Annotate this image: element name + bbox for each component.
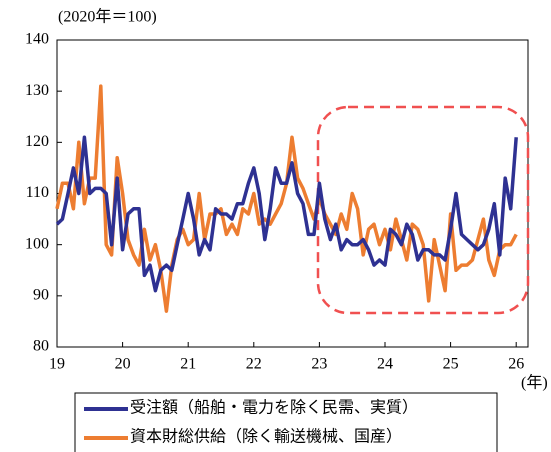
- x-tick-label: 20: [115, 356, 131, 373]
- x-tick-label: 26: [508, 356, 524, 373]
- y-tick-label: 120: [25, 133, 49, 150]
- y-tick-label: 90: [33, 287, 49, 304]
- unit-label: (2020年＝100): [58, 8, 157, 26]
- legend-label: 受注額（船舶・電力を除く民需、実質）: [130, 399, 418, 417]
- y-tick-label: 100: [25, 235, 49, 252]
- x-tick-label: 23: [311, 356, 327, 373]
- x-tick-label: 25: [443, 356, 459, 373]
- series-line: [55, 84, 518, 313]
- x-tick-label: 19: [49, 356, 65, 373]
- legend-label: 資本財総供給（除く輸送機械、国産）: [130, 428, 402, 446]
- x-tick-label: 24: [377, 356, 393, 373]
- y-tick-label: 80: [33, 338, 49, 355]
- x-unit-label: (年): [521, 374, 548, 392]
- series-line: [55, 135, 518, 293]
- x-tick-label: 22: [246, 356, 262, 373]
- y-tick-label: 140: [25, 31, 49, 48]
- legend-box: [74, 392, 498, 452]
- y-tick-label: 130: [25, 82, 49, 99]
- y-tick-label: 110: [26, 184, 49, 201]
- x-tick-label: 21: [180, 356, 196, 373]
